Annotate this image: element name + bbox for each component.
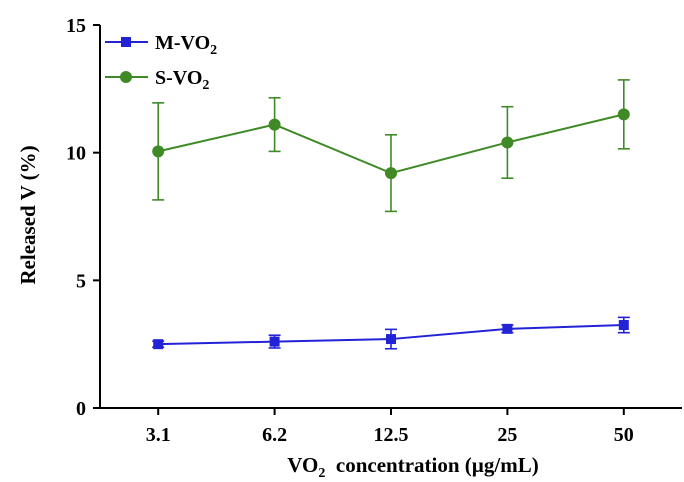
legend-item-s-vo2: S-VO2 [105,67,209,93]
data-point [617,108,630,121]
data-point [153,339,164,350]
x-axis-title: VO2 concentration (µg/mL) [287,453,538,481]
data-point [501,136,514,149]
x-tick-label: 3.1 [146,424,171,446]
series-m-vo2 [152,316,630,350]
legend-label: S-VO2 [155,67,209,93]
series-layer [152,79,630,350]
y-tick-label: 0 [76,398,86,420]
x-tick-label: 50 [614,424,634,446]
data-point [385,167,397,180]
data-point [269,336,280,347]
data-point [268,118,281,131]
x-tick-label: 6.2 [262,424,287,446]
y-axis-title: Released V (%) [16,145,40,284]
y-tick-label: 10 [66,143,86,165]
legend-marker [120,71,132,83]
legend: M-VO2 S-VO2 [105,32,217,93]
y-tick-label: 15 [66,15,86,37]
y-axis-ticks: 0 5 10 15 [66,15,100,420]
data-point [152,145,165,158]
x-axis-title-subscript: 2 [318,466,325,481]
x-tick-label: 12.5 [374,424,409,446]
series-s-vo2 [152,79,630,213]
x-tick-label: 25 [497,424,517,446]
x-axis-title-suffix: concentration (µg/mL) [325,453,538,477]
legend-label: M-VO2 [155,32,217,58]
x-axis-ticks: 3.1 6.2 12.5 25 50 [146,408,634,446]
x-axis-title-prefix: VO [287,453,318,477]
data-point [502,323,513,334]
legend-marker [121,37,131,47]
data-point [618,320,629,331]
legend-item-m-vo2: M-VO2 [105,32,217,58]
data-point [386,334,396,345]
y-tick-label: 5 [76,270,86,292]
